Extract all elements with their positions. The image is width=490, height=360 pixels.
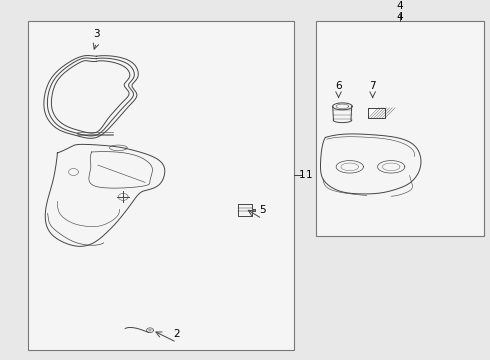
Text: 2: 2 <box>173 329 180 339</box>
Text: 5: 5 <box>259 205 266 215</box>
Text: 1: 1 <box>299 171 306 180</box>
Text: 3: 3 <box>93 29 99 39</box>
Text: 1: 1 <box>306 171 313 180</box>
Text: 4: 4 <box>396 1 403 11</box>
Bar <box>28 21 294 350</box>
Text: 4: 4 <box>396 12 403 22</box>
Text: 7: 7 <box>369 81 376 91</box>
Text: 6: 6 <box>335 81 342 91</box>
Bar <box>316 21 484 236</box>
Bar <box>368 108 385 118</box>
Bar <box>368 108 385 118</box>
